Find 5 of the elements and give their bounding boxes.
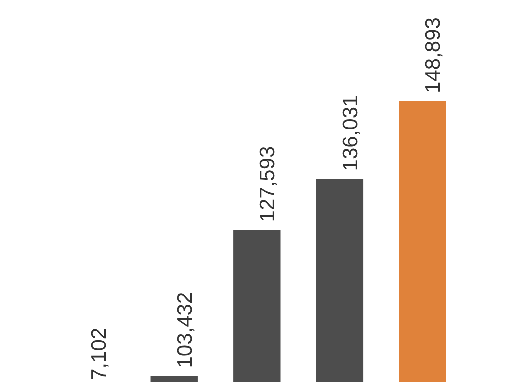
data-label: 148,893 — [422, 18, 446, 94]
data-label: 136,031 — [339, 95, 362, 172]
data-label: 127,593 — [256, 146, 280, 222]
text: 7,102 — [88, 328, 111, 380]
data-label: 103,432 — [174, 292, 197, 368]
